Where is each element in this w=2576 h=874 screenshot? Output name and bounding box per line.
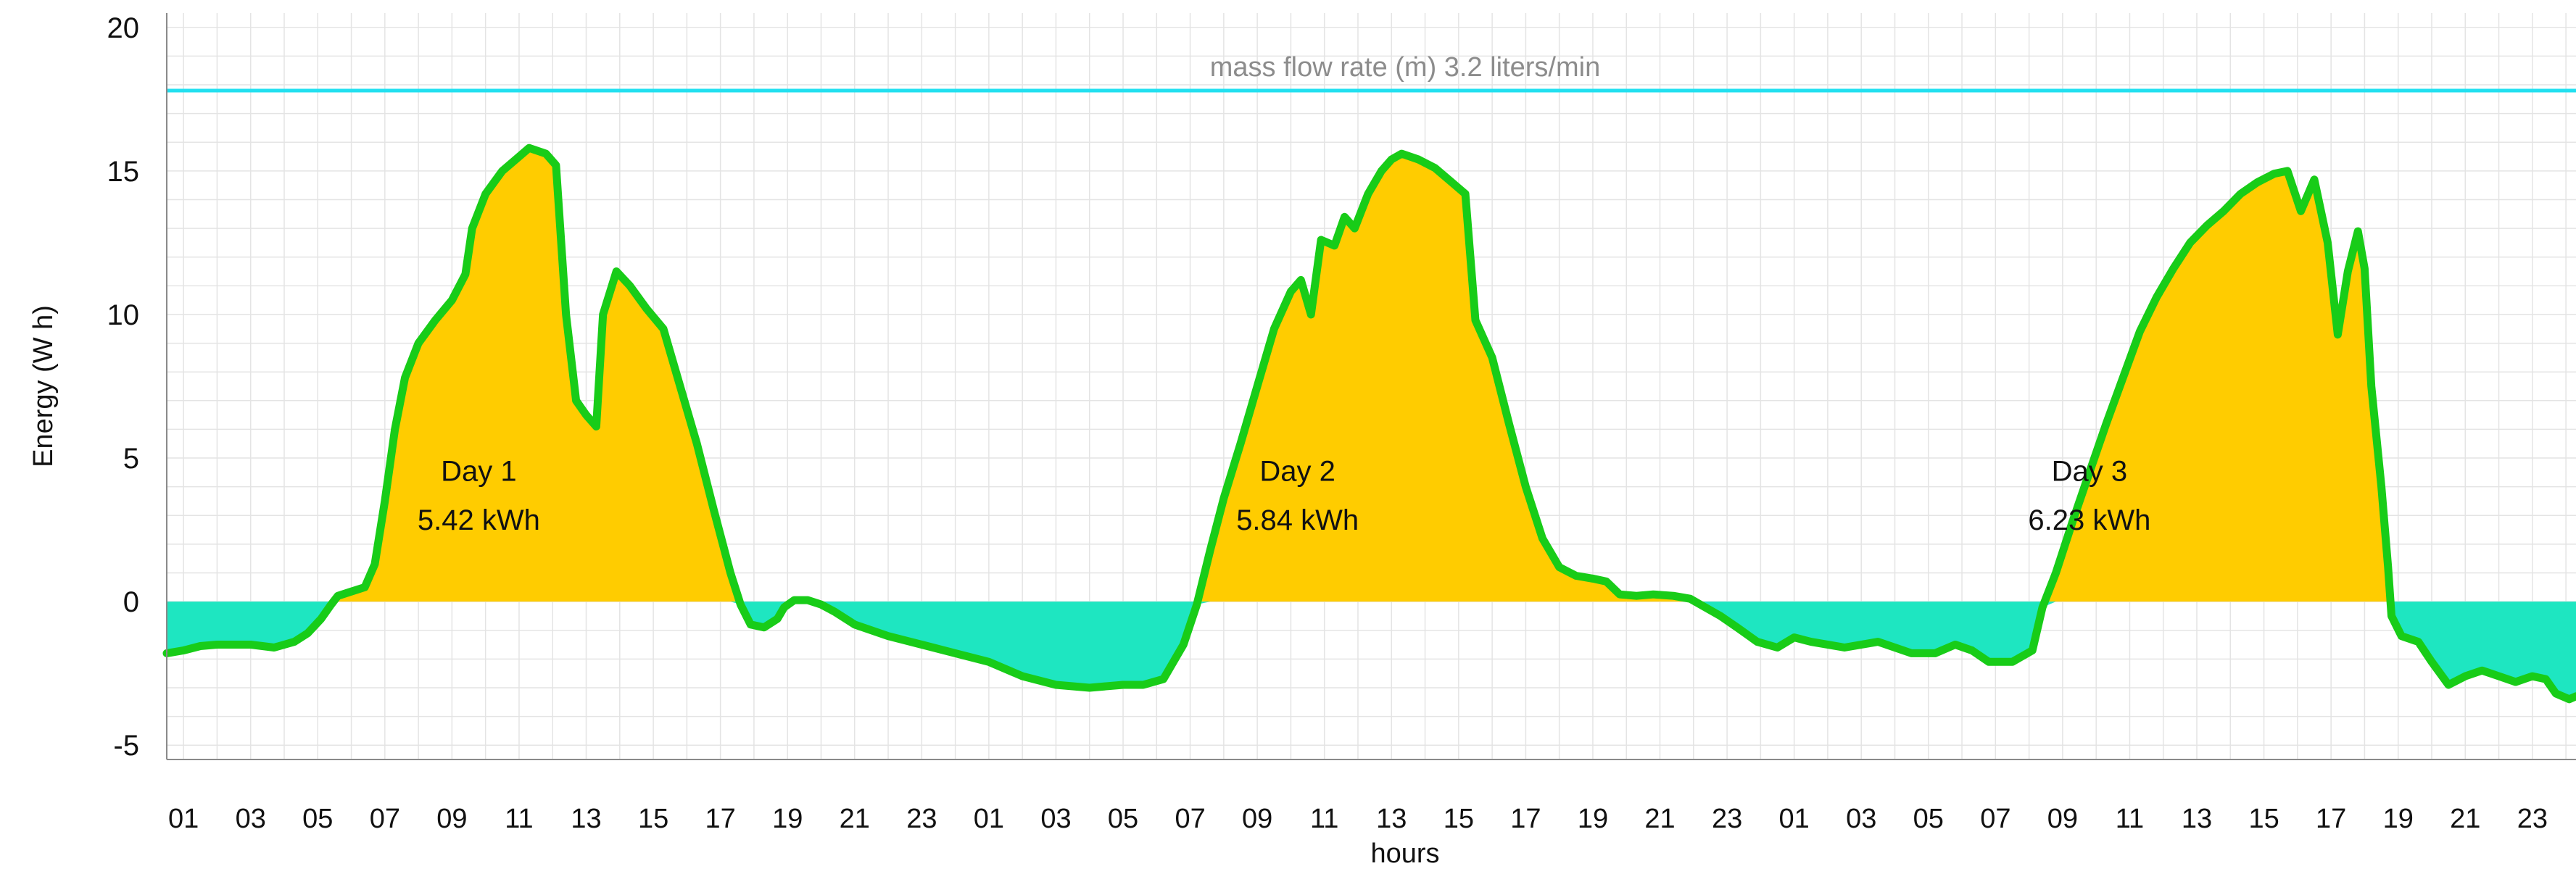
y-tick-label: 0 xyxy=(123,586,139,618)
x-tick-label: 19 xyxy=(772,804,803,834)
x-tick-label: 11 xyxy=(505,804,533,834)
y-tick-label: 15 xyxy=(107,156,140,188)
reference-line-group: mass flow rate (ṁ) 3.2 liters/min xyxy=(167,52,2576,93)
x-tick-label: 07 xyxy=(370,804,400,834)
area-fills xyxy=(167,148,2576,699)
x-tick-label: 03 xyxy=(236,804,266,834)
x-tick-label: 19 xyxy=(2383,804,2414,834)
x-tick-label: 17 xyxy=(2316,804,2346,834)
x-tick-label: 17 xyxy=(705,804,736,834)
y-tick-label: 5 xyxy=(123,443,139,475)
series-line-group xyxy=(162,143,2576,704)
annotations: Day 1 5.42 kWh Day 2 5.84 kWh Day 3 6.23 kWh xyxy=(418,456,2150,536)
x-tick-label: 13 xyxy=(571,804,601,834)
energy-series-line xyxy=(162,143,2576,704)
y-axis-title: Energy (W h) xyxy=(28,305,59,467)
y-tick-label: 20 xyxy=(107,12,140,44)
x-axis-title: hours xyxy=(1370,838,1439,869)
x-tick-label: 11 xyxy=(2116,804,2144,834)
x-tick-label: 05 xyxy=(302,804,333,834)
x-tick-label: 21 xyxy=(2450,804,2480,834)
day-energy-value: 5.84 kWh xyxy=(1236,504,1359,536)
x-tick-label: 15 xyxy=(1444,804,1474,834)
x-tick-label: 05 xyxy=(1108,804,1138,834)
x-tick-label: 15 xyxy=(638,804,668,834)
x-tick-label: 13 xyxy=(2182,804,2212,834)
x-tick-label: 01 xyxy=(168,804,199,834)
x-tick-label: 13 xyxy=(1376,804,1407,834)
x-tick-label: 03 xyxy=(1040,804,1071,834)
day-label: Day 2 xyxy=(1259,456,1335,488)
positive-energy-area xyxy=(167,148,2576,602)
x-tick-label: 09 xyxy=(436,804,467,834)
x-tick-label: 03 xyxy=(1846,804,1876,834)
x-tick-label: 07 xyxy=(1980,804,2010,834)
x-tick-label: 01 xyxy=(974,804,1004,834)
x-tick-label: 09 xyxy=(2047,804,2078,834)
day-energy-value: 6.23 kWh xyxy=(2028,504,2150,536)
x-tick-label: 23 xyxy=(906,804,937,834)
day-energy-value: 5.42 kWh xyxy=(418,504,540,536)
mass-flow-reference-label: mass flow rate (ṁ) 3.2 liters/min xyxy=(1210,52,1600,83)
negative-energy-area xyxy=(167,602,2576,699)
y-tick-label: 10 xyxy=(107,299,140,331)
x-tick-label: 09 xyxy=(1242,804,1272,834)
x-tick-label: 23 xyxy=(2517,804,2548,834)
x-tick-label: 07 xyxy=(1175,804,1205,834)
x-tick-label: 21 xyxy=(1644,804,1675,834)
x-tick-label: 01 xyxy=(1779,804,1810,834)
day-label: Day 1 xyxy=(441,456,517,488)
x-tick-label: 11 xyxy=(1310,804,1338,834)
x-tick-label: 05 xyxy=(1913,804,1944,834)
day-label: Day 3 xyxy=(2052,456,2128,488)
y-tick-label: -5 xyxy=(113,730,139,762)
x-tick-label: 17 xyxy=(1510,804,1541,834)
x-tick-label: 15 xyxy=(2248,804,2279,834)
x-tick-label: 23 xyxy=(1712,804,1742,834)
x-tick-label: 19 xyxy=(1578,804,1608,834)
x-tick-label: 21 xyxy=(840,804,870,834)
